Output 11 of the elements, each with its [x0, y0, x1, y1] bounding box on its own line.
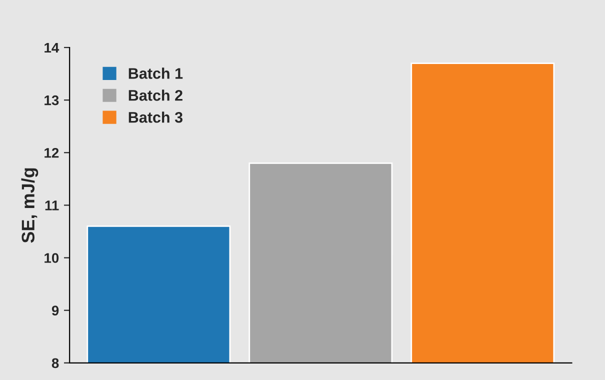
y-tick-label: 11 [45, 200, 59, 210]
y-tick-label: 8 [52, 358, 59, 368]
y-tick-label: 10 [44, 253, 59, 263]
y-tick-label: 9 [52, 306, 59, 316]
y-tick-label: 13 [44, 95, 59, 106]
legend-label: Batch 2 [128, 90, 182, 101]
y-axis-title: SE, mJ/g [21, 168, 38, 243]
y-tick-label: 14 [44, 42, 60, 53]
legend-label: Batch 3 [128, 112, 182, 123]
y-tick-label: 12 [44, 148, 59, 158]
legend-label: Batch 1 [128, 68, 183, 79]
